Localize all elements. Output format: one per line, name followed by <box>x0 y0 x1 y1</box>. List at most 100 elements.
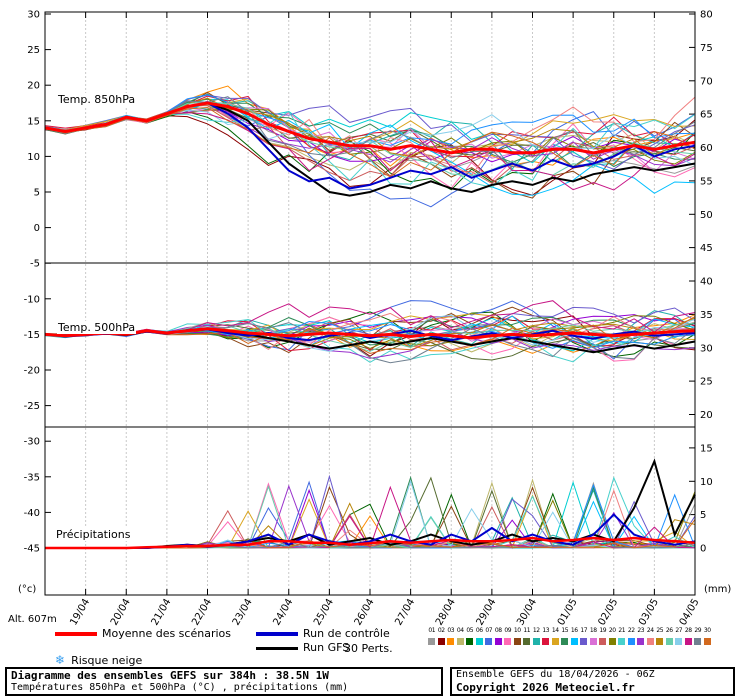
svg-text:25: 25 <box>27 45 40 56</box>
perturbation-color-square <box>589 638 597 645</box>
perturbation-swatch: 08 <box>494 627 504 645</box>
svg-text:10: 10 <box>700 477 713 488</box>
perturbation-color-square <box>532 638 540 645</box>
svg-text:20: 20 <box>700 410 713 421</box>
perturbation-color-square <box>428 638 436 645</box>
right-axis-unit: (mm) <box>704 584 732 595</box>
perturbation-number: 17 <box>580 627 588 634</box>
svg-text:0: 0 <box>700 544 706 555</box>
perturbation-color-square <box>599 638 607 645</box>
altitude-label: Alt. 607m <box>8 614 57 625</box>
perturbation-number: 05 <box>466 627 474 634</box>
svg-text:-35: -35 <box>24 472 40 483</box>
legend-perts-label: 30 Perts. <box>344 642 393 655</box>
perturbation-color-square <box>561 638 569 645</box>
perturbation-swatch: 30 <box>703 627 713 645</box>
svg-text:03/05: 03/05 <box>637 597 661 627</box>
ensemble-chart: 302520151050-5-10-15-20-25-30-35-40-4580… <box>24 10 713 628</box>
perturbation-swatch: 04 <box>456 627 466 645</box>
perturbation-number: 23 <box>637 627 645 634</box>
perturbation-color-square <box>447 638 455 645</box>
perturbation-swatch: 05 <box>465 627 475 645</box>
svg-text:30: 30 <box>27 10 40 21</box>
perturbation-color-square <box>504 638 512 645</box>
svg-text:20/04: 20/04 <box>109 597 133 627</box>
perturbation-swatch: 14 <box>551 627 561 645</box>
svg-text:04/05: 04/05 <box>678 597 702 627</box>
perturbation-swatch: 17 <box>579 627 589 645</box>
svg-text:-10: -10 <box>24 294 40 305</box>
snowflake-icon: ❄ <box>55 653 66 667</box>
perturbation-number: 20 <box>608 627 616 634</box>
perturbation-color-square <box>665 638 673 645</box>
svg-text:35: 35 <box>700 310 713 321</box>
svg-text:19/04: 19/04 <box>68 597 92 627</box>
perturbation-number: 15 <box>561 627 569 634</box>
perturbation-color-square <box>456 638 464 645</box>
perturbation-color-square <box>523 638 531 645</box>
perturbation-swatch: 16 <box>570 627 580 645</box>
perturbation-swatch: 10 <box>513 627 523 645</box>
svg-text:-45: -45 <box>24 544 40 555</box>
svg-text:23/04: 23/04 <box>231 597 255 627</box>
perturbation-color-square <box>637 638 645 645</box>
perturbation-swatch: 13 <box>541 627 551 645</box>
perturbation-swatch: 06 <box>475 627 485 645</box>
svg-text:26/04: 26/04 <box>353 597 377 627</box>
svg-text:60: 60 <box>700 143 713 154</box>
perturbation-color-square <box>475 638 483 645</box>
perturbation-number: 18 <box>589 627 597 634</box>
perturbation-swatch: 02 <box>437 627 447 645</box>
perturbation-number: 13 <box>542 627 550 634</box>
perturbation-swatch: 03 <box>446 627 456 645</box>
perturbation-swatch: 25 <box>655 627 665 645</box>
svg-text:10: 10 <box>27 152 40 163</box>
perturbation-number: 07 <box>485 627 493 634</box>
perturbation-color-square <box>675 638 683 645</box>
perturbation-color-square <box>618 638 626 645</box>
svg-text:5: 5 <box>700 510 706 521</box>
perturbation-number: 01 <box>428 627 436 634</box>
svg-text:0: 0 <box>34 223 40 234</box>
svg-text:21/04: 21/04 <box>150 597 174 627</box>
svg-text:29/04: 29/04 <box>475 597 499 627</box>
perturbation-number: 22 <box>627 627 635 634</box>
perturbation-color-square <box>513 638 521 645</box>
perturbation-color-square <box>656 638 664 645</box>
svg-text:01/05: 01/05 <box>556 597 580 627</box>
svg-text:02/05: 02/05 <box>596 597 620 627</box>
panel-label-500: Temp. 500hPa <box>57 321 137 334</box>
svg-text:20: 20 <box>27 81 40 92</box>
perturbation-number: 09 <box>504 627 512 634</box>
perturbation-number: 26 <box>665 627 673 634</box>
perturbation-swatches: 01 02 03 04 05 06 07 08 09 10 11 12 13 14 15 16 17 18 19 20… <box>427 627 719 645</box>
perturbation-number: 02 <box>437 627 445 634</box>
svg-text:5: 5 <box>34 188 40 199</box>
perturbation-number: 12 <box>532 627 540 634</box>
svg-text:22/04: 22/04 <box>190 597 214 627</box>
svg-text:-15: -15 <box>24 330 40 341</box>
svg-text:45: 45 <box>700 243 713 254</box>
copyright: Copyright 2026 Meteociel.fr <box>456 681 635 694</box>
left-axis-unit: (°c) <box>18 584 37 595</box>
diagram-title: Diagramme des ensembles GEFS sur 384h : … <box>11 669 329 682</box>
perturbation-color-square <box>485 638 493 645</box>
svg-text:75: 75 <box>700 43 713 54</box>
perturbation-number: 11 <box>523 627 531 634</box>
perturbation-swatch: 27 <box>674 627 684 645</box>
svg-text:15: 15 <box>700 443 713 454</box>
svg-text:27/04: 27/04 <box>393 597 417 627</box>
svg-text:80: 80 <box>700 10 713 21</box>
run-info: Ensemble GEFS du 18/04/2026 - 06Z <box>456 669 655 680</box>
svg-text:25/04: 25/04 <box>312 597 336 627</box>
perturbation-color-square <box>570 638 578 645</box>
perturbation-color-square <box>437 638 445 645</box>
perturbation-color-square <box>494 638 502 645</box>
perturbation-number: 25 <box>656 627 664 634</box>
perturbation-swatch: 01 <box>427 627 437 645</box>
panel-label-850: Temp. 850hPa <box>57 93 137 106</box>
perturbation-color-square <box>684 638 692 645</box>
perturbation-number: 28 <box>684 627 692 634</box>
perturbation-number: 27 <box>675 627 683 634</box>
